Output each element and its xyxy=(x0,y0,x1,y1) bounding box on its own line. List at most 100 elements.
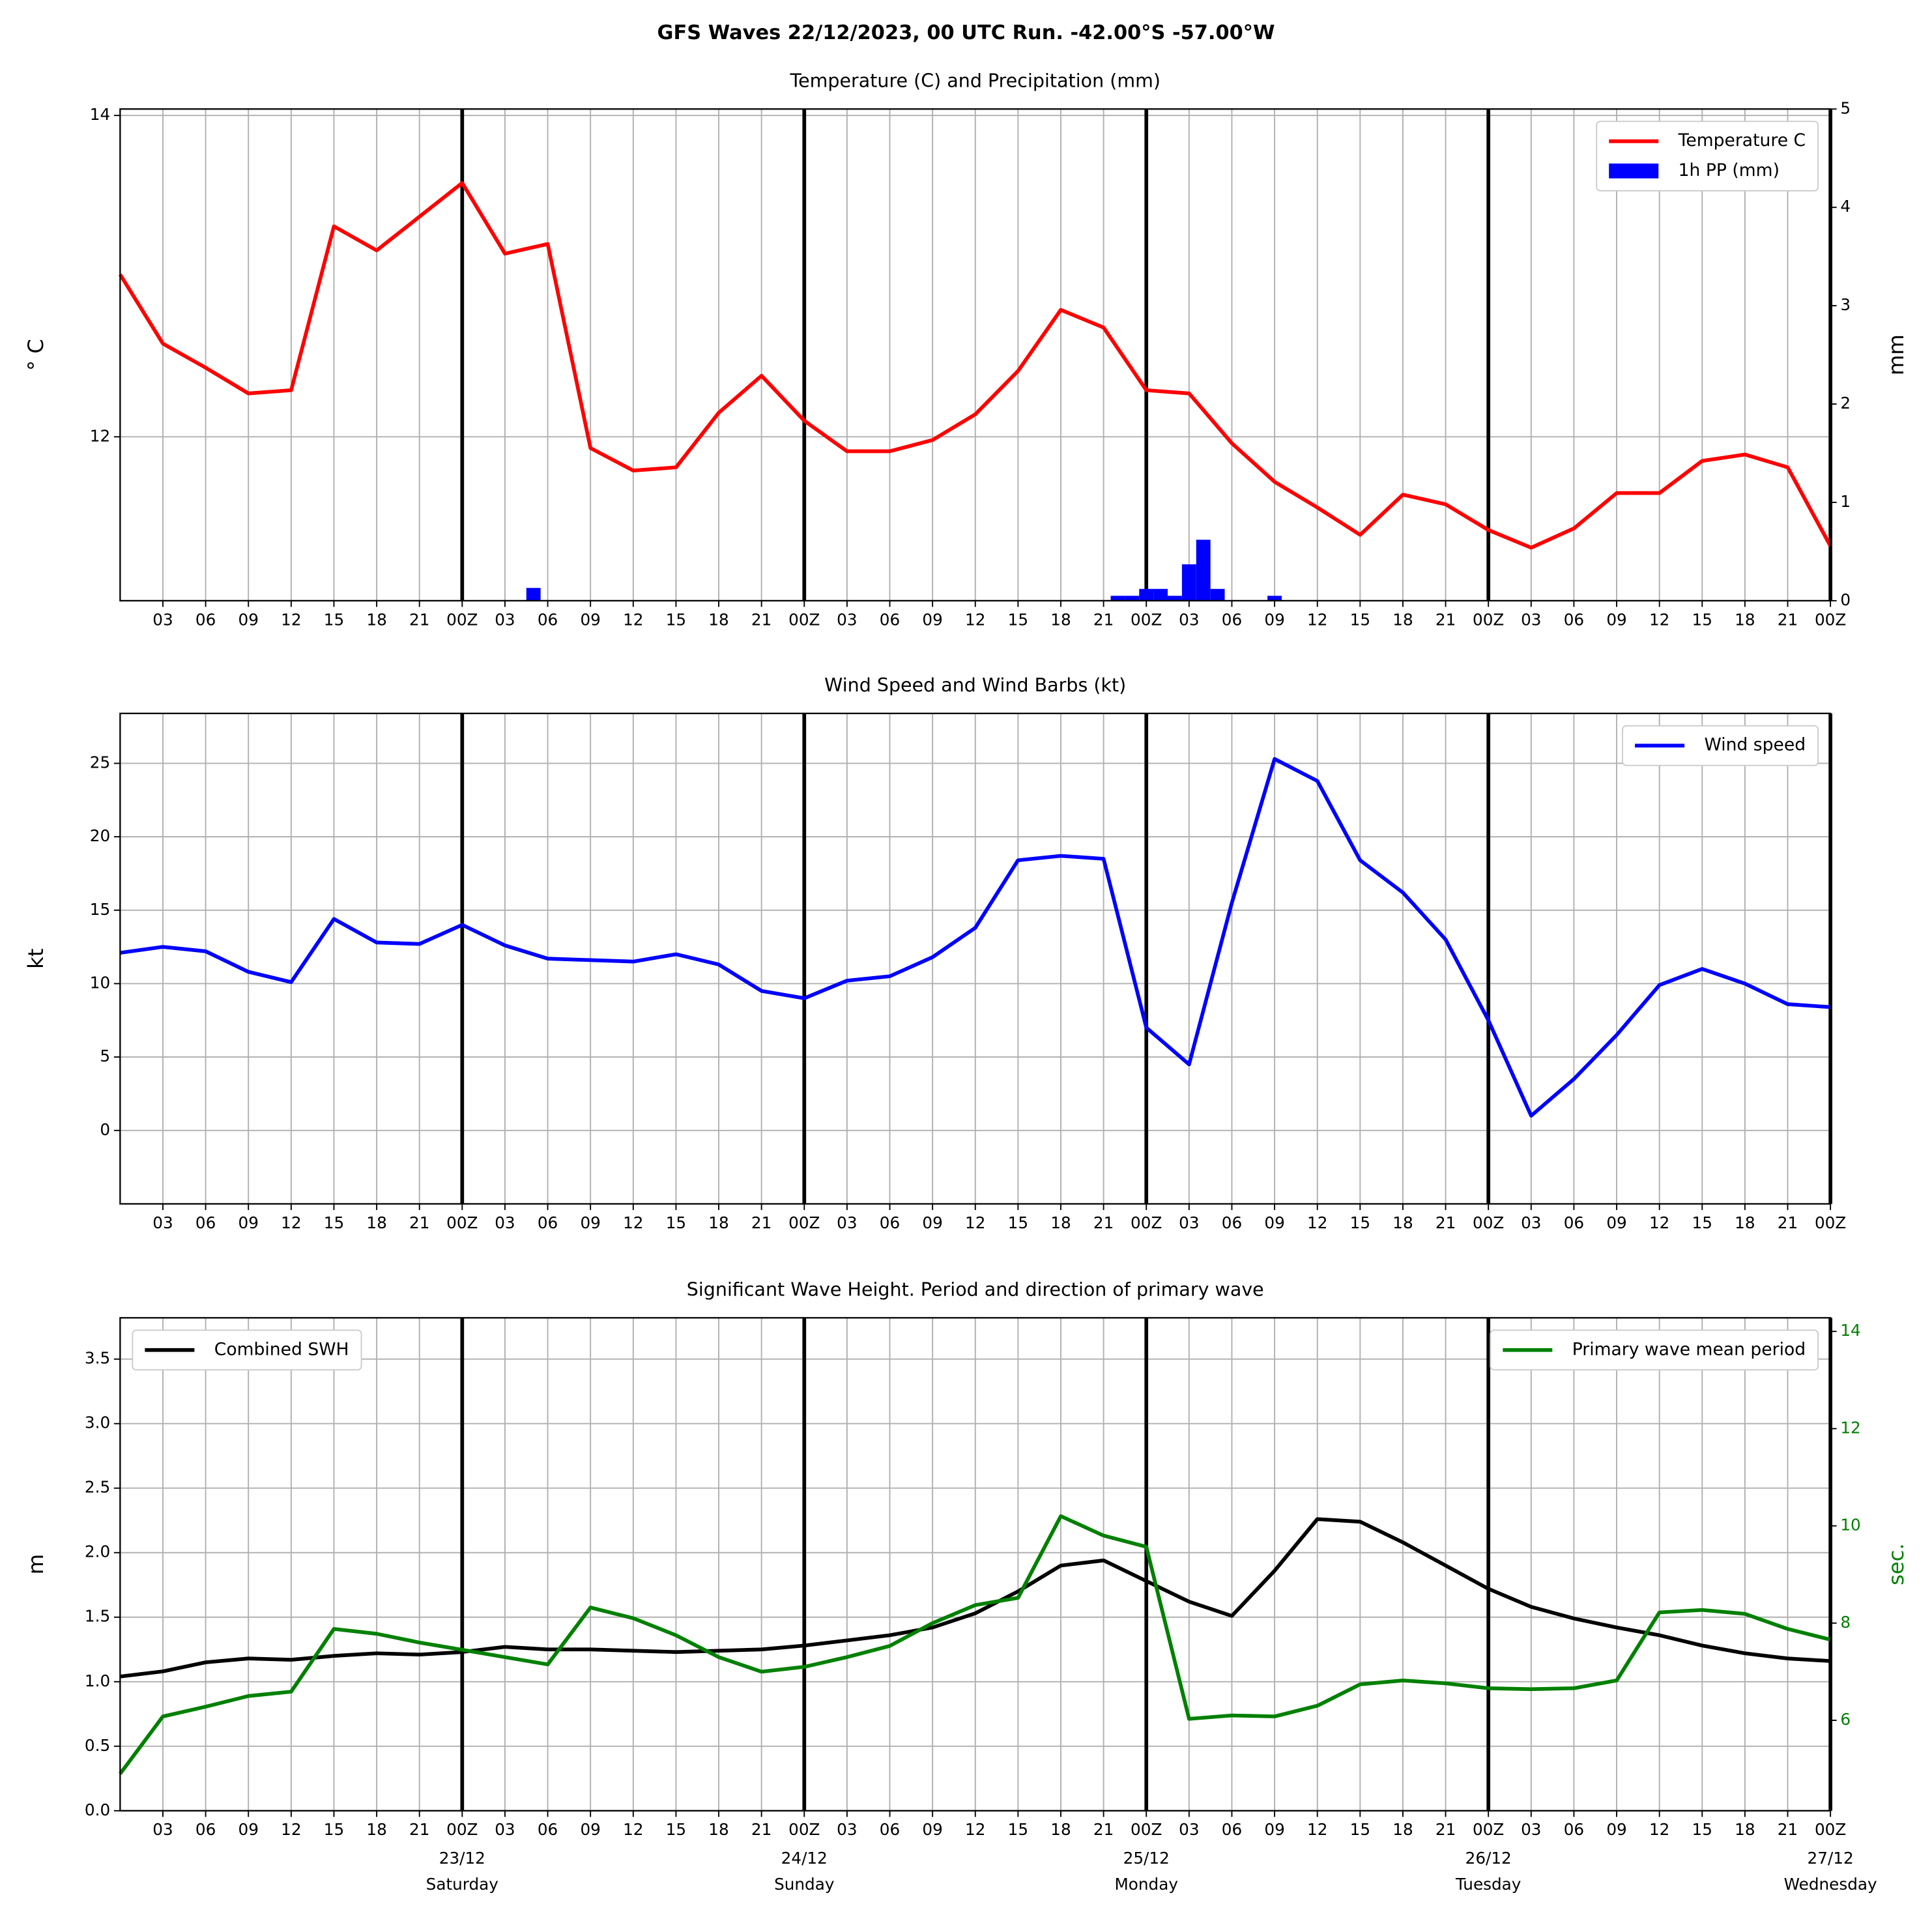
day-label: Sunday xyxy=(774,1875,834,1894)
date-label: 26/12 xyxy=(1465,1849,1512,1868)
bar xyxy=(526,588,541,601)
x-tick-label: 21 xyxy=(1435,1213,1456,1232)
y-tick-label: 0 xyxy=(100,1120,110,1139)
legend-box xyxy=(1622,725,1819,766)
x-tick-label: 12 xyxy=(1649,610,1669,629)
x-tick-label: 00Z xyxy=(1131,1820,1162,1839)
x-tick-label: 00Z xyxy=(1815,1820,1846,1839)
x-tick-label: 09 xyxy=(1264,610,1284,629)
panel: Significant Wave Height. Period and dire… xyxy=(23,1279,1909,1894)
y-tick-label: 3.5 xyxy=(85,1349,110,1368)
x-tick-label: 12 xyxy=(623,1213,643,1232)
y-tick-label: 25 xyxy=(90,753,110,772)
x-tick-label: 03 xyxy=(1179,610,1199,629)
x-tick-label: 06 xyxy=(880,610,900,629)
x-tick-label: 15 xyxy=(1008,610,1028,629)
x-tick-label: 18 xyxy=(1050,1820,1071,1839)
x-tick-label: 18 xyxy=(366,1820,386,1839)
x-tick-label: 06 xyxy=(538,1213,558,1232)
y2-tick-label: 3 xyxy=(1840,295,1851,314)
panel-title: Significant Wave Height. Period and dire… xyxy=(687,1279,1264,1301)
x-tick-label: 21 xyxy=(751,610,771,629)
y-tick-label: 2.5 xyxy=(85,1478,110,1497)
x-tick-label: 06 xyxy=(1564,1213,1584,1232)
y2-tick-label: 1 xyxy=(1840,492,1851,511)
x-tick-label: 00Z xyxy=(1131,610,1162,629)
legend-box xyxy=(1490,1329,1819,1371)
legend: Combined SWH xyxy=(132,1329,362,1371)
y2-tick-label: 2 xyxy=(1840,394,1851,412)
x-tick-label: 21 xyxy=(1435,610,1456,629)
x-tick-label: 15 xyxy=(666,1213,686,1232)
y-tick-label: 1.5 xyxy=(85,1607,110,1626)
legend-label: Wind speed xyxy=(1704,735,1806,755)
line xyxy=(118,181,1832,550)
x-tick-label: 06 xyxy=(1222,1820,1242,1839)
x-tick-label: 09 xyxy=(1264,1213,1284,1232)
y-tick-label: 15 xyxy=(90,900,110,919)
y-tick-label: 3.0 xyxy=(85,1413,110,1432)
x-tick-label: 06 xyxy=(1222,1213,1242,1232)
y2-tick-label: 4 xyxy=(1840,197,1851,216)
panel: Wind Speed and Wind Barbs (kt) 0 5 10 15 20 25… xyxy=(23,674,1846,1232)
legend-label: Temperature C xyxy=(1678,130,1806,151)
x-tick-label: 03 xyxy=(495,610,515,629)
panel-title: Temperature (C) and Precipitation (mm) xyxy=(790,70,1161,91)
x-tick-label: 06 xyxy=(1564,610,1584,629)
legend: Wind speed xyxy=(1622,725,1819,766)
x-tick-label: 15 xyxy=(1008,1213,1028,1232)
x-tick-label: 12 xyxy=(1649,1820,1669,1839)
x-tick-label: 21 xyxy=(409,1820,429,1839)
x-tick-label: 00Z xyxy=(1473,1213,1504,1232)
legend: Primary wave mean period xyxy=(1490,1329,1819,1371)
legend: Temperature C 1h PP (mm) xyxy=(1596,121,1819,192)
x-tick-label: 15 xyxy=(324,610,344,629)
x-tick-label: 18 xyxy=(1050,1213,1071,1232)
x-tick-label: 15 xyxy=(1008,1820,1028,1839)
date-label: 24/12 xyxy=(781,1849,828,1868)
y2-tick-label: 14 xyxy=(1840,1321,1860,1340)
y2-tick-label: 5 xyxy=(1840,98,1851,117)
x-tick-label: 18 xyxy=(366,610,386,629)
x-tick-label: 03 xyxy=(837,1820,857,1839)
y2-tick-label: 6 xyxy=(1840,1710,1851,1729)
x-tick-label: 12 xyxy=(281,1213,301,1232)
x-tick-label: 18 xyxy=(708,1820,728,1839)
x-tick-label: 15 xyxy=(324,1213,344,1232)
x-tick-label: 03 xyxy=(1179,1213,1199,1232)
x-tick-label: 15 xyxy=(1350,1820,1370,1839)
line xyxy=(120,1517,1831,1679)
x-tick-label: 09 xyxy=(580,610,600,629)
legend-box xyxy=(132,1329,362,1371)
x-tick-label: 15 xyxy=(1350,1213,1370,1232)
x-tick-label: 03 xyxy=(837,610,857,629)
x-tick-label: 06 xyxy=(195,1213,216,1232)
bar xyxy=(1267,596,1282,601)
x-tick-label: 09 xyxy=(922,610,942,629)
x-tick-label: 03 xyxy=(152,610,173,629)
x-tick-label: 12 xyxy=(623,610,643,629)
y-axis-label: kt xyxy=(23,948,48,968)
date-label: 25/12 xyxy=(1123,1849,1170,1868)
x-tick-label: 21 xyxy=(409,610,429,629)
x-tick-label: 06 xyxy=(195,1820,216,1839)
y-tick-label: 20 xyxy=(90,826,110,845)
legend-label: Primary wave mean period xyxy=(1572,1339,1806,1359)
bar xyxy=(1210,588,1225,601)
x-tick-label: 09 xyxy=(922,1820,942,1839)
x-tick-label: 00Z xyxy=(1815,610,1846,629)
y-tick-label: 0.0 xyxy=(85,1800,110,1819)
x-tick-label: 15 xyxy=(666,610,686,629)
x-tick-label: 18 xyxy=(1735,1213,1755,1232)
x-tick-label: 12 xyxy=(965,1820,985,1839)
x-tick-label: 15 xyxy=(1692,610,1712,629)
x-tick-label: 15 xyxy=(324,1820,344,1839)
x-tick-label: 18 xyxy=(1735,1820,1755,1839)
y2-axis-label: sec. xyxy=(1884,1543,1909,1585)
x-tick-label: 09 xyxy=(238,610,259,629)
y2-tick-label: 0 xyxy=(1840,590,1851,609)
x-tick-label: 15 xyxy=(666,1820,686,1839)
